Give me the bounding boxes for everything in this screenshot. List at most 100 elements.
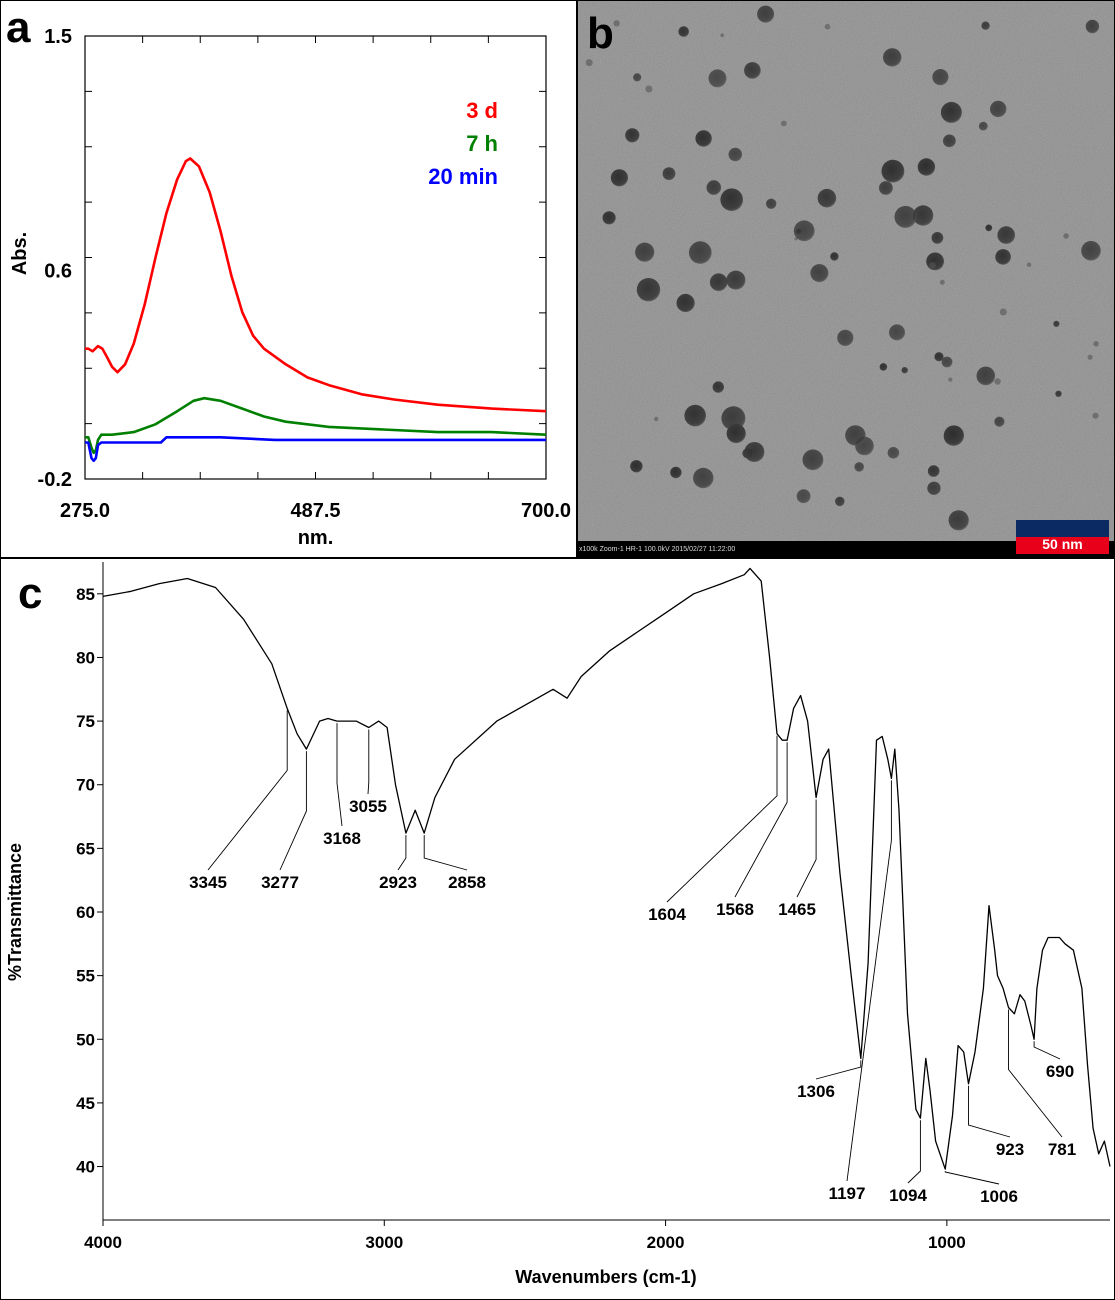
uvvis-y-tick-label: 1.5 [44, 26, 72, 48]
panel-a-uvvis: 275.0 487.5 700.0 -0.2 0.6 1.5 nm. Abs. 3 d 7 h 20… [0, 0, 577, 558]
panel-b-letter: b [587, 9, 614, 58]
uvvis-x-axis-label: nm. [298, 527, 334, 549]
nanoparticle [796, 489, 811, 504]
uvvis-legend-entry: 3 d [466, 98, 498, 123]
ftir-peak-label: 3168 [323, 829, 361, 848]
nanoparticle [830, 252, 839, 261]
nanoparticle [948, 510, 969, 531]
nanoparticle [635, 242, 655, 262]
ftir-peak-label: 1465 [778, 900, 816, 919]
uvvis-legend-entry: 20 min [428, 164, 498, 189]
nanoparticle [999, 308, 1007, 316]
panel-a-letter: a [6, 3, 31, 52]
tem-micrograph [577, 0, 1115, 558]
ftir-x-axis-label: Wavenumbers (cm-1) [515, 1267, 696, 1287]
ftir-annotation-leader [279, 751, 307, 871]
nanoparticle [941, 356, 953, 368]
ftir-y-tick-label: 50 [76, 1030, 95, 1049]
ftir-spectrum-line [102, 567, 1111, 1170]
nanoparticle [712, 381, 724, 393]
nanoparticle [689, 241, 712, 264]
nanoparticle [602, 211, 616, 225]
nanoparticle [709, 273, 728, 292]
ftir-annotation-leader [944, 1171, 1000, 1185]
nanoparticle [613, 20, 620, 27]
nanoparticle [837, 329, 854, 346]
ftir-x-tick-label: 3000 [365, 1233, 403, 1252]
nanoparticle [926, 252, 944, 271]
ftir-y-tick-label: 40 [76, 1158, 95, 1177]
nanoparticle [881, 159, 905, 183]
nanoparticle [948, 377, 953, 382]
nanoparticle [854, 462, 864, 472]
nanoparticle [943, 134, 956, 148]
uvvis-y-axis-label: Abs. [9, 232, 31, 275]
ftir-peak-label: 3055 [349, 797, 387, 816]
nanoparticle [795, 228, 802, 235]
nanoparticle [985, 224, 993, 232]
ftir-peak-label: 1006 [980, 1187, 1018, 1206]
uvvis-series-line [85, 157, 547, 413]
nanoparticle [927, 465, 940, 477]
nanoparticle [720, 33, 724, 37]
nanoparticle [1087, 354, 1093, 360]
nanoparticle [662, 167, 676, 181]
scale-bar-label: 50 nm [1016, 537, 1109, 554]
ftir-x-tick-label: 1000 [928, 1233, 966, 1252]
ftir-y-tick-label: 65 [76, 839, 95, 858]
ftir-annotation-leader [397, 835, 407, 871]
uvvis-x-tick-label: 700.0 [521, 500, 571, 522]
nanoparticle [1092, 412, 1099, 419]
ftir-annotation-leader [1033, 1041, 1061, 1060]
nanoparticle [633, 73, 642, 82]
ftir-peak-label: 3277 [261, 873, 299, 892]
nanoparticle [1026, 262, 1032, 267]
nanoparticle [994, 416, 1005, 427]
ftir-peak-label: 1094 [889, 1186, 927, 1205]
ftir-annotation-leader [336, 723, 343, 827]
tem-info-bar: x100k Zoom-1 HR-1 100.0kV 2015/02/27 11:… [577, 541, 1115, 558]
ftir-annotation-leader [423, 835, 468, 871]
ftir-peak-label: 690 [1046, 1062, 1074, 1081]
nanoparticle [693, 467, 714, 489]
uvvis-y-tick-label: -0.2 [38, 469, 72, 491]
scale-bar: 50 nm [1016, 520, 1109, 554]
nanoparticle [883, 48, 902, 67]
nanoparticle [744, 442, 765, 462]
nanoparticle [794, 237, 798, 241]
nanoparticle [879, 363, 888, 371]
nanoparticle [939, 279, 945, 285]
ftir-peak-label: 1306 [797, 1082, 835, 1101]
ftir-annotation-leader [968, 1085, 1011, 1138]
uvvis-series-line [85, 436, 546, 463]
nanoparticle [917, 158, 936, 176]
ftir-annotation-leader [666, 735, 778, 903]
nanoparticle [706, 180, 722, 195]
nanoparticle [817, 188, 837, 208]
nanoparticle [625, 128, 640, 143]
nanoparticle [1093, 341, 1099, 347]
nanoparticle [793, 220, 815, 242]
ftir-peak-label: 2923 [379, 873, 417, 892]
nanoparticle [1055, 390, 1062, 397]
nanoparticle [976, 366, 996, 386]
ftir-y-tick-label: 60 [76, 903, 95, 922]
nanoparticle [610, 169, 628, 187]
nanoparticle [932, 69, 949, 86]
ftir-annotation-leader [207, 710, 288, 871]
nanoparticle [802, 449, 824, 471]
nanoparticle [901, 367, 908, 374]
uvvis-series-line [85, 396, 547, 455]
nanoparticle [645, 85, 653, 93]
panel-b-tem-image: b x100k Zoom-1 HR-1 100.0kV 2015/02/27 1… [577, 0, 1115, 558]
ftir-y-tick-label: 75 [76, 712, 95, 731]
ftir-y-tick-label: 85 [76, 585, 95, 604]
ftir-y-tick-label: 45 [76, 1094, 95, 1113]
nanoparticle [934, 352, 944, 362]
nanoparticle [824, 23, 831, 30]
nanoparticle [728, 147, 743, 162]
ftir-y-tick-label: 70 [76, 776, 95, 795]
ftir-y-axis-label: %Transmittance [5, 843, 25, 981]
nanoparticle [997, 226, 1015, 244]
nanoparticle [780, 120, 787, 127]
